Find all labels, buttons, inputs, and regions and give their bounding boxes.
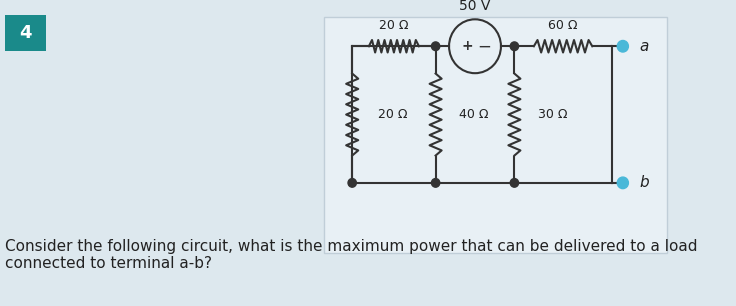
Text: 20 Ω: 20 Ω <box>378 108 408 121</box>
Text: 4: 4 <box>19 24 32 42</box>
Text: a: a <box>640 39 649 54</box>
Circle shape <box>431 42 440 50</box>
Circle shape <box>510 42 519 50</box>
Text: Consider the following circuit, what is the maximum power that can be delivered : Consider the following circuit, what is … <box>4 239 697 271</box>
Text: 40 Ω: 40 Ω <box>459 108 488 121</box>
Text: −: − <box>478 37 491 55</box>
FancyBboxPatch shape <box>325 17 668 253</box>
Circle shape <box>618 40 629 52</box>
Circle shape <box>510 178 519 187</box>
Circle shape <box>618 177 629 188</box>
Text: 60 Ω: 60 Ω <box>548 19 578 32</box>
Text: +: + <box>461 39 473 53</box>
Text: 50 V: 50 V <box>459 0 491 13</box>
Text: 20 Ω: 20 Ω <box>379 19 408 32</box>
Circle shape <box>348 178 356 187</box>
Text: b: b <box>640 175 649 190</box>
FancyBboxPatch shape <box>4 14 46 51</box>
Text: 30 Ω: 30 Ω <box>537 108 567 121</box>
Circle shape <box>431 178 440 187</box>
